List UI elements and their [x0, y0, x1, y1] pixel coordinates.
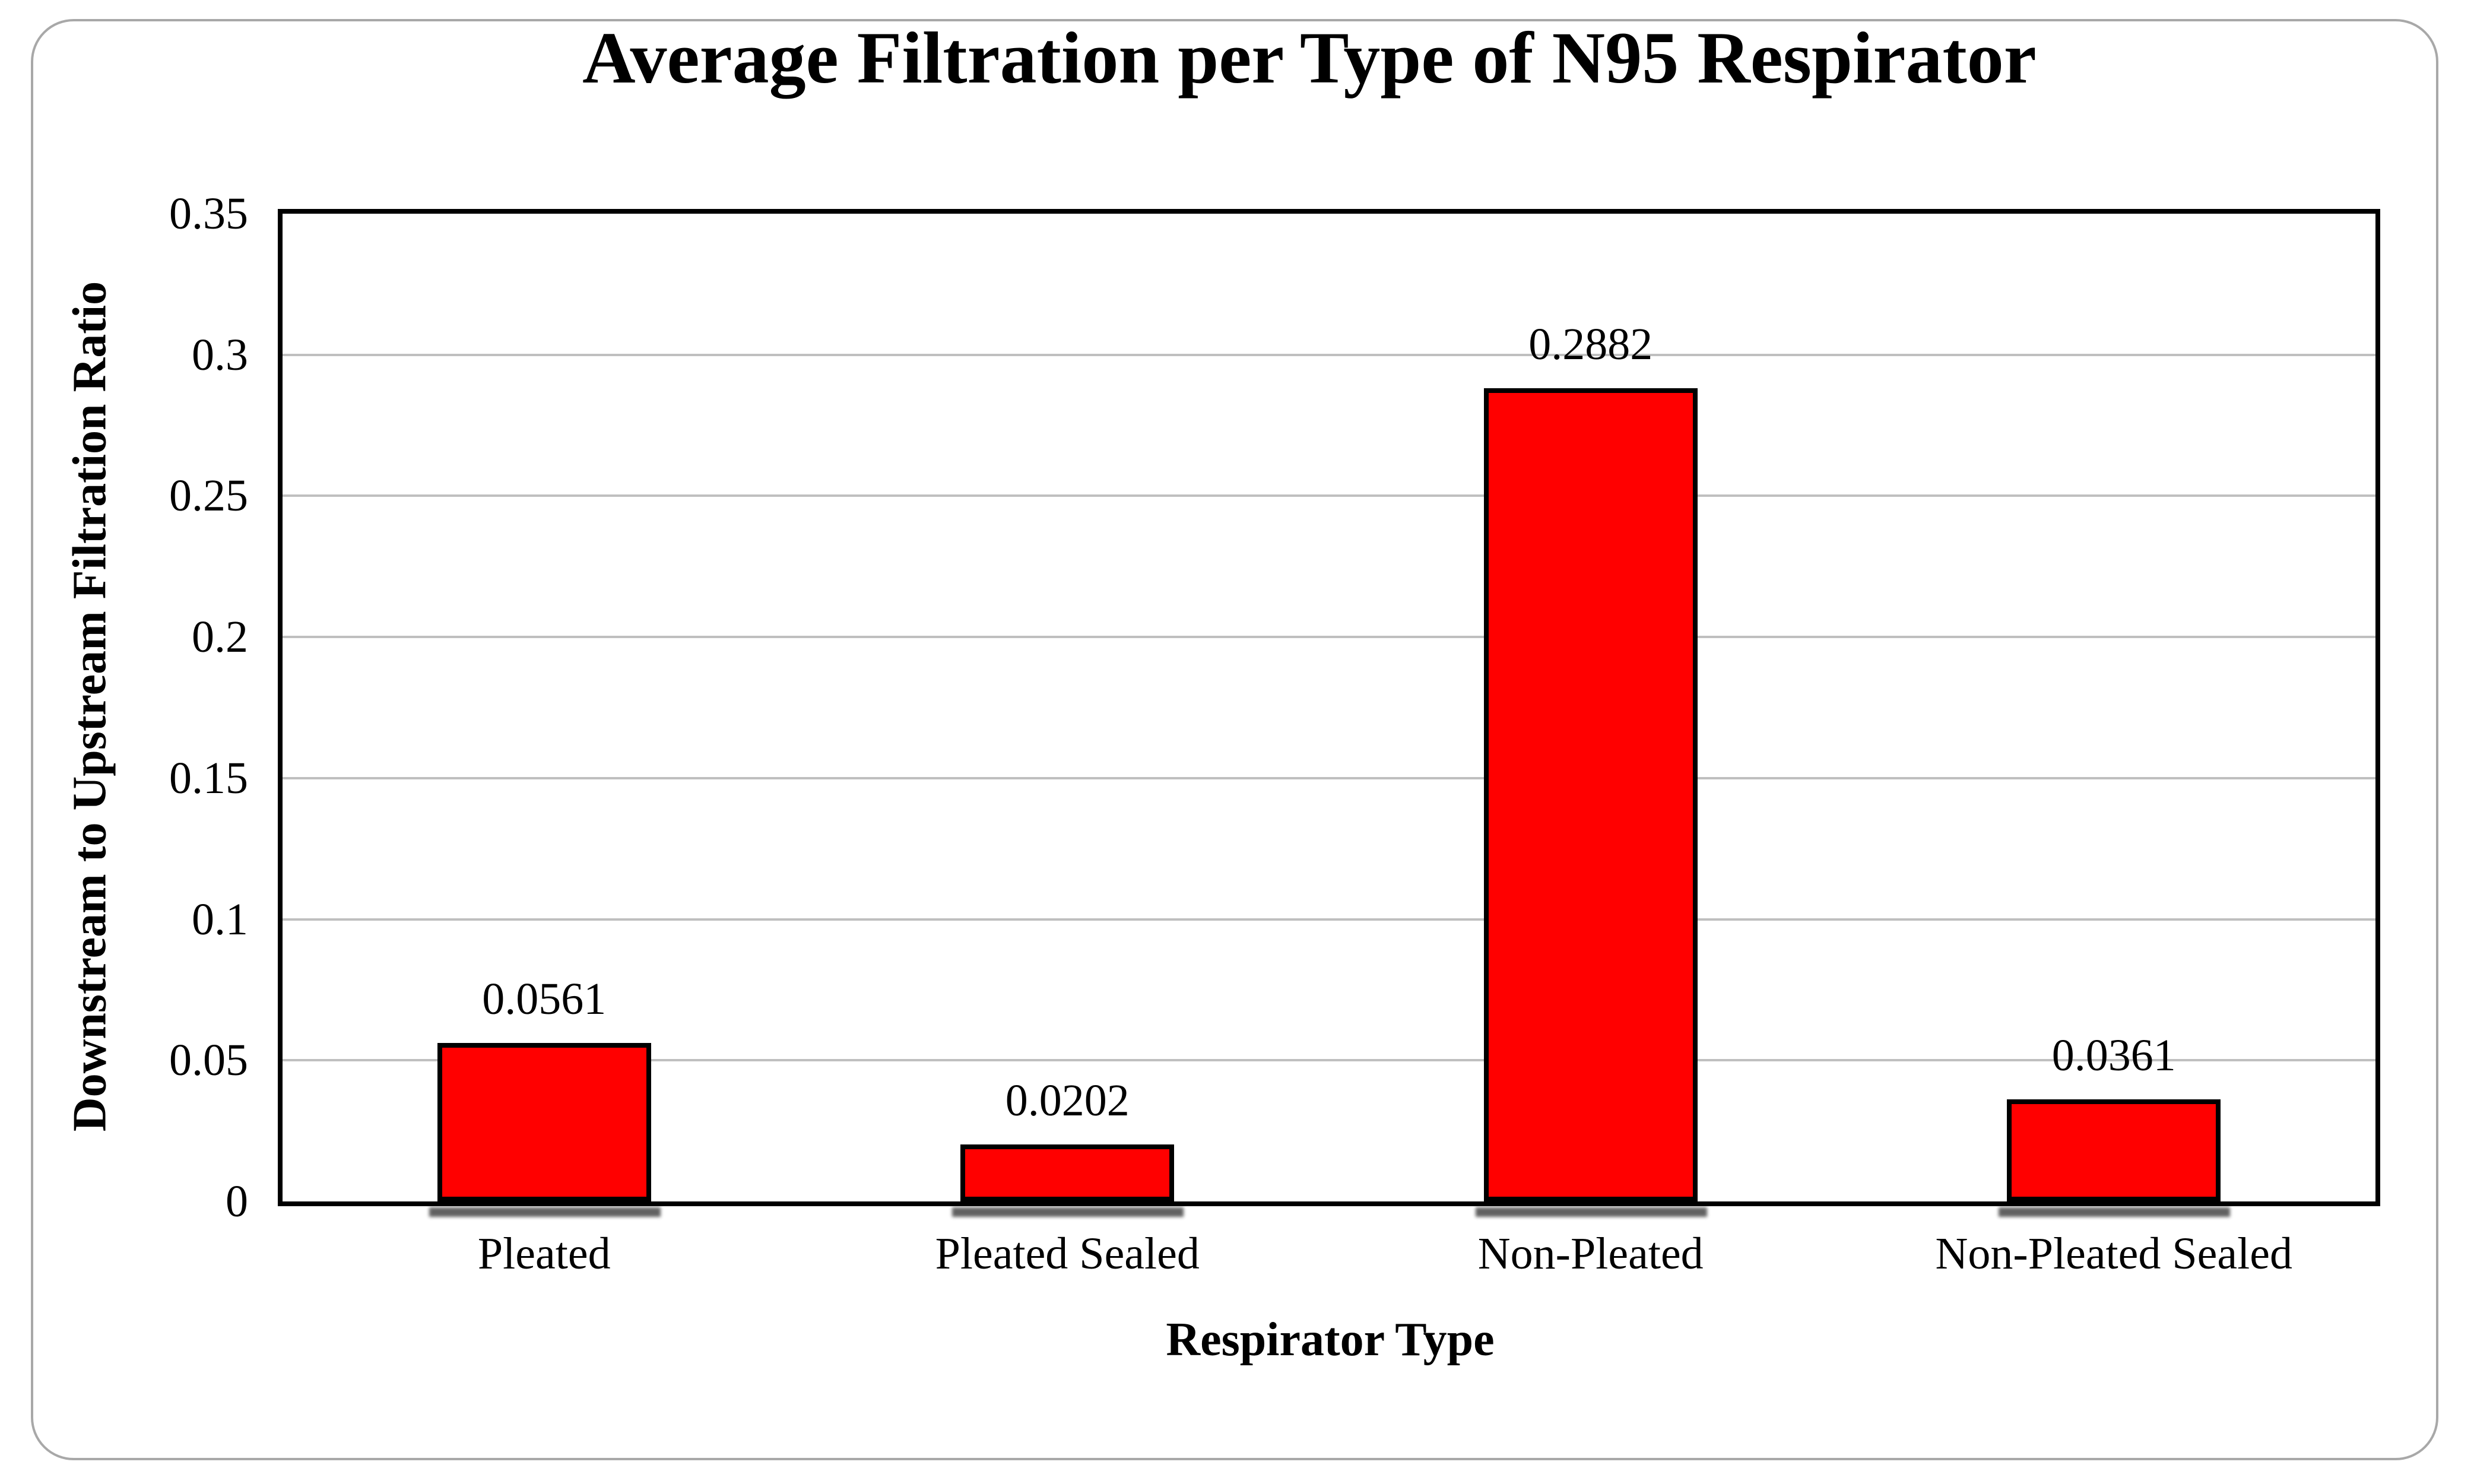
chart-title: Average Filtration per Type of N95 Respi… [582, 17, 2037, 99]
x-axis-title: Respirator Type [1166, 1314, 1495, 1366]
y-tick-label: 0.3 [192, 329, 248, 380]
gridline [283, 776, 2375, 779]
bar-data-label: 0.0561 [482, 974, 607, 1025]
y-tick-label: 0.1 [192, 894, 248, 944]
bar-data-label: 0.0202 [1005, 1075, 1130, 1125]
x-category-label: Pleated Sealed [935, 1229, 1200, 1279]
bar [437, 1043, 651, 1201]
gridline [283, 636, 2375, 639]
gridline [283, 1059, 2375, 1062]
y-axis-title: Downstream to Upstream Filtration Ratio [64, 281, 116, 1132]
gridline [283, 494, 2375, 497]
x-category-label: Pleated [477, 1229, 611, 1279]
y-tick-label: 0 [226, 1177, 248, 1226]
bar [960, 1144, 1175, 1201]
gridline [283, 918, 2375, 921]
x-category-label: Non-Pleated Sealed [1935, 1229, 2292, 1279]
gridline [283, 353, 2375, 356]
bar-data-label: 0.0361 [2051, 1030, 2176, 1081]
bar-data-label: 0.2882 [1528, 319, 1653, 369]
y-tick-label: 0.35 [169, 189, 248, 239]
bar [2007, 1099, 2221, 1201]
x-category-label: Non-Pleated [1477, 1229, 1704, 1279]
y-tick-label: 0.25 [169, 471, 248, 521]
plot-area: 0.0561 0.0202 0.2882 0.0361 [278, 209, 2380, 1217]
y-tick-label: 0.15 [169, 753, 248, 803]
y-tick-label: 0.2 [192, 612, 248, 662]
bar-shadow [1475, 1207, 1707, 1217]
bar-shadow [952, 1207, 1184, 1217]
y-tick-label: 0.05 [169, 1035, 248, 1086]
bar-shadow [1999, 1207, 2231, 1217]
bar-shadow [429, 1207, 661, 1217]
bar [1483, 388, 1698, 1201]
